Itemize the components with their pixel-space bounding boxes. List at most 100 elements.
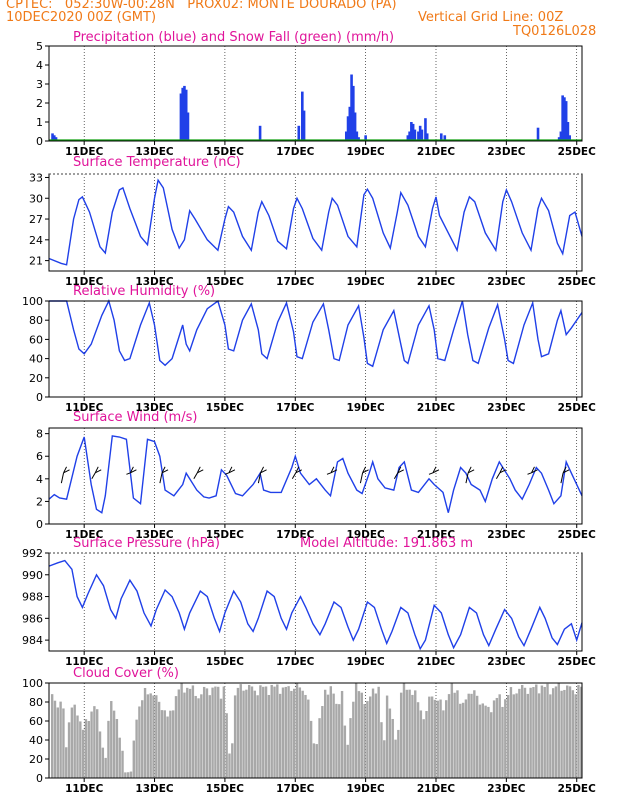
wind-arrow (393, 466, 405, 480)
cloud-bar (174, 696, 178, 778)
panel-title: Precipitation (blue) and Snow Fall (gree… (73, 30, 394, 45)
cloud-bar (295, 683, 299, 778)
wind-arrow-shaft (126, 472, 131, 475)
cloud-bar (447, 694, 451, 778)
wind-arrow-head (161, 466, 169, 474)
panel-title: Surface Temperature (nC) (73, 155, 241, 170)
cloud-bar (298, 687, 302, 778)
cloud-bar (520, 685, 524, 778)
y-tick-label: 60 (29, 333, 43, 346)
cloud-bar (456, 690, 459, 778)
cloud-bar (444, 700, 448, 778)
precip-bar (443, 135, 447, 141)
x-tick-label: 19DEC (347, 146, 386, 158)
cloud-bar (543, 686, 546, 778)
cloud-bar (208, 695, 211, 778)
precip-bar (302, 110, 306, 141)
y-tick-label: 40 (29, 734, 43, 747)
cloud-bar (112, 710, 116, 778)
wind-arrow-head (562, 466, 570, 474)
x-tick-label: 25DEC (558, 402, 597, 414)
cloud-bar (557, 683, 560, 778)
cloud-bar (369, 696, 372, 778)
x-tick-label: 15DEC (206, 146, 245, 158)
cloud-bar (385, 695, 389, 778)
cloud-bar (518, 688, 521, 778)
cloud-bar (264, 686, 268, 778)
x-tick-label: 15DEC (206, 276, 245, 288)
cloud-bar (416, 702, 420, 778)
y-tick-label: 21 (29, 255, 43, 268)
cloud-bar (371, 688, 375, 778)
x-tick-label: 15DEC (206, 783, 245, 795)
precip-bar (346, 116, 350, 141)
cloud-bar (225, 713, 228, 778)
cloud-bar (554, 686, 558, 778)
cloud-bar (481, 703, 484, 778)
x-tick-label: 13DEC (135, 276, 174, 288)
y-tick-label: 2 (36, 97, 43, 110)
cloud-bar (574, 694, 577, 778)
y-tick-label: 984 (22, 634, 43, 647)
cloud-bar (278, 693, 282, 778)
cloud-bar (177, 689, 181, 778)
y-tick-label: 27 (29, 213, 43, 226)
precip-bar (52, 135, 56, 141)
wind-arrow-shaft (560, 472, 564, 484)
wind-arrow-shaft (91, 472, 96, 480)
precip-bar (536, 127, 540, 141)
cloud-bar (239, 684, 242, 778)
panel-frame (48, 173, 583, 272)
precip-bar (186, 112, 190, 141)
x-tick-label: 17DEC (276, 529, 315, 541)
cloud-bar (121, 750, 124, 778)
cloud-bar (388, 708, 392, 778)
cloud-bar (509, 687, 513, 778)
wind-arrow-shaft (326, 472, 332, 475)
precip-bar (181, 87, 184, 141)
y-tick-label: 40 (29, 353, 43, 366)
wind-arrow (326, 466, 338, 475)
wind-arrow-shaft (159, 472, 163, 484)
cloud-bar (284, 686, 287, 778)
wind-arrow-shaft (60, 472, 65, 484)
wind-arrow-shaft (393, 472, 399, 480)
x-tick-label: 25DEC (558, 146, 597, 158)
wind-arrow (126, 466, 137, 475)
y-tick-label: 100 (22, 677, 43, 690)
cloud-bar (287, 686, 290, 778)
cloud-bar (346, 744, 349, 778)
y-tick-label: 30 (29, 192, 43, 205)
cloud-bar (76, 715, 79, 778)
cloud-bar (53, 700, 57, 778)
panel-frame (48, 300, 583, 398)
precip-bar (410, 122, 413, 141)
y-tick-label: 988 (22, 591, 43, 604)
cloud-bar (506, 695, 510, 778)
cloud-bar (436, 700, 439, 778)
x-tick-label: 19DEC (347, 656, 386, 668)
cloud-bar (408, 689, 411, 778)
precip-bar (406, 135, 410, 141)
y-tick-label: 3 (36, 78, 43, 91)
panel-annotation: Model Altitude: 191.863 m (300, 536, 473, 551)
precip-bar (348, 106, 352, 141)
x-tick-label: 23DEC (487, 146, 526, 158)
precip-bar (350, 74, 353, 141)
wind-arrow (527, 466, 538, 475)
cloud-bar (478, 704, 482, 778)
cloud-bar (551, 688, 555, 778)
x-tick-label: 11DEC (65, 146, 104, 158)
precip-bar (357, 137, 360, 141)
y-tick-label: 24 (29, 234, 43, 247)
wind-arrow-shaft (291, 472, 297, 480)
cloud-bar (523, 687, 527, 778)
cloud-bar (236, 687, 240, 778)
precip-bar (424, 118, 427, 141)
x-tick-label: 13DEC (135, 146, 174, 158)
header-line1: CPTEC: 052:30W-00:28N PROX02: MONTE DOUR… (6, 0, 397, 12)
x-tick-label: 19DEC (347, 276, 386, 288)
cloud-bar (188, 688, 192, 778)
cloud-bar (79, 721, 82, 778)
